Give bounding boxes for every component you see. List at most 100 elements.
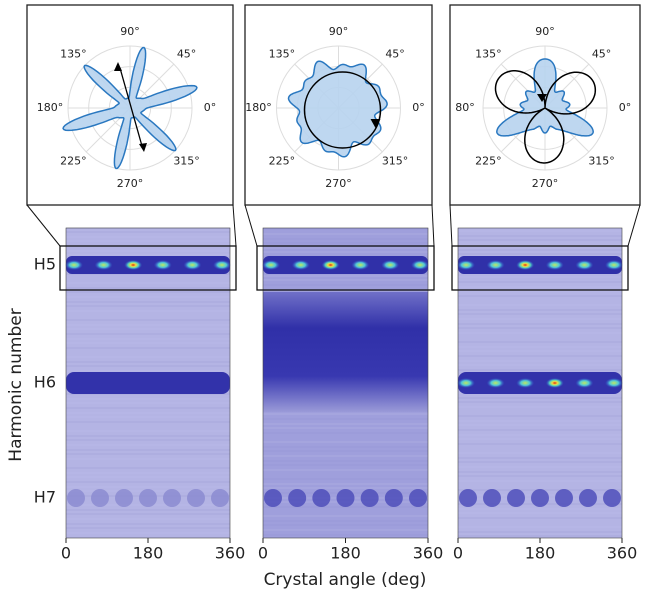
- polar-curve: [496, 58, 594, 137]
- hot-spot: [183, 260, 202, 270]
- hot-spot: [457, 378, 475, 388]
- hot-spot: [575, 378, 594, 388]
- x-tick-label: 180: [330, 544, 361, 563]
- angle-label: 270°: [532, 177, 559, 190]
- arrow-head: [370, 119, 381, 128]
- hot-spot: [545, 260, 564, 270]
- band-h7: [211, 489, 229, 507]
- band-h7: [384, 489, 403, 507]
- band-h7: [115, 489, 133, 507]
- hot-spot: [575, 260, 594, 270]
- polarization: [303, 71, 382, 149]
- x-tick-label: 0: [258, 544, 268, 563]
- x-tick-label: 0: [61, 544, 71, 563]
- angle-label: 45°: [592, 47, 612, 60]
- angle-label: 90°: [120, 25, 140, 38]
- polarization: [494, 70, 597, 164]
- zoom-box: [59, 245, 237, 291]
- band-h7: [91, 489, 109, 507]
- hot-spot: [124, 260, 143, 270]
- x-tick-label: 360: [413, 544, 444, 563]
- angle-label: 270°: [117, 177, 144, 190]
- polar-frame: [449, 4, 641, 206]
- band-h7: [507, 489, 525, 507]
- band-h7: [360, 489, 379, 507]
- band-h7: [312, 489, 331, 507]
- hot-spot: [153, 260, 172, 270]
- hot-spot: [262, 260, 280, 270]
- band-h5: [458, 256, 622, 274]
- hot-spot: [65, 260, 83, 270]
- band-h7: [139, 489, 157, 507]
- band-h7: [163, 489, 181, 507]
- band-h7: [264, 489, 282, 507]
- y-category: H6: [34, 373, 56, 392]
- hot-spot: [457, 260, 475, 270]
- connector: [627, 204, 641, 247]
- arrow-head: [114, 62, 122, 71]
- arrow: [119, 67, 143, 147]
- angle-label: 0°: [619, 101, 632, 114]
- hot-spot: [605, 260, 623, 270]
- band-h5: [66, 256, 230, 274]
- x-tick-label: 0: [453, 544, 463, 563]
- arrow-head: [139, 143, 147, 152]
- hot-spot: [94, 260, 113, 270]
- hot-spot: [516, 378, 535, 388]
- band-h5: [263, 256, 428, 274]
- hot-spot: [516, 260, 535, 270]
- hot-spot: [213, 260, 231, 270]
- angle-label: 0°: [204, 101, 217, 114]
- angle-label: 180°: [245, 101, 272, 114]
- angle-label: 135°: [60, 47, 87, 60]
- hot-spot: [545, 378, 564, 388]
- y-category: H7: [34, 488, 56, 507]
- hot-spot: [411, 260, 429, 270]
- band-h7: [288, 489, 307, 507]
- hot-spot: [605, 378, 623, 388]
- band-h7: [67, 489, 85, 507]
- angle-label: 315°: [382, 155, 409, 168]
- zoom-box: [256, 245, 435, 291]
- hot-spot: [486, 378, 505, 388]
- band-h7: [579, 489, 597, 507]
- polar-curve: [62, 46, 198, 170]
- angle-label: 315°: [173, 155, 200, 168]
- angle-label: 45°: [177, 47, 197, 60]
- y-axis-label: Harmonic number: [6, 308, 26, 461]
- angle-label: 45°: [385, 47, 405, 60]
- connector: [232, 204, 237, 247]
- angle-label: 225°: [60, 155, 87, 168]
- hot-spot: [486, 260, 505, 270]
- x-tick-label: 360: [607, 544, 638, 563]
- x-tick-label: 360: [215, 544, 246, 563]
- angle-label: 135°: [475, 47, 502, 60]
- band-h7: [555, 489, 573, 507]
- hot-spot: [381, 260, 400, 270]
- angle-label: 180°: [37, 101, 64, 114]
- connector: [26, 204, 61, 247]
- band-h7: [603, 489, 621, 507]
- angle-label: 0°: [412, 101, 425, 114]
- angle-label: 90°: [535, 25, 555, 38]
- connector: [244, 204, 258, 247]
- band-h7: [483, 489, 501, 507]
- y-category: H5: [34, 255, 56, 274]
- x-axis-label: Crystal angle (deg): [264, 570, 427, 590]
- band-h7: [531, 489, 549, 507]
- connector: [449, 204, 453, 247]
- band-h7: [409, 489, 427, 507]
- x-tick-label: 180: [525, 544, 556, 563]
- angle-label: 270°: [325, 177, 352, 190]
- hot-spot: [351, 260, 370, 270]
- x-tick-label: 180: [133, 544, 164, 563]
- angle-label: 315°: [588, 155, 615, 168]
- band-h7: [459, 489, 477, 507]
- zoom-box: [451, 245, 629, 291]
- dark-region: [263, 292, 428, 412]
- band-h6: [66, 372, 230, 394]
- hot-spot: [291, 260, 310, 270]
- angle-label: 225°: [269, 155, 296, 168]
- arrow-head: [537, 94, 547, 102]
